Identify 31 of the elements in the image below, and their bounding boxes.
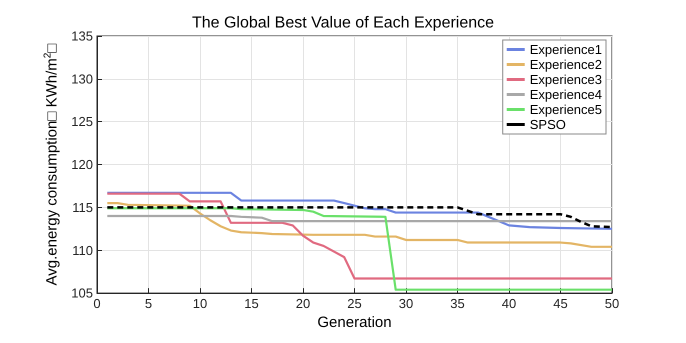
legend-label: Experience4 (530, 87, 602, 102)
legend-label: SPSO (530, 117, 566, 132)
x-tick-label: 10 (192, 296, 208, 312)
line-series (106, 207, 614, 291)
y-tick-label: 130 (71, 71, 93, 86)
x-tick-label: 50 (604, 296, 620, 312)
line-series (106, 192, 614, 230)
y-tick-label: 110 (72, 242, 93, 258)
x-tick-label: 0 (93, 296, 101, 312)
x-tick-label: 15 (244, 296, 259, 312)
legend-label: Experience3 (530, 72, 602, 87)
x-tick-label: 40 (502, 296, 516, 312)
x-axis-title: Generation (317, 314, 392, 331)
y-tick-label: 125 (71, 114, 93, 130)
line-series (106, 192, 614, 280)
y-tick-label: 115 (72, 200, 93, 215)
legend-label: Experience1 (530, 42, 602, 57)
chart-title: The Global Best Value of Each Experience (192, 14, 494, 32)
x-tick-label: 45 (553, 296, 568, 312)
y-axis-title: Avg.energy consumption□ KWh/m2□ (42, 42, 60, 286)
x-tick-label: 30 (398, 296, 414, 312)
x-tick-label: 20 (296, 296, 310, 312)
legend-label: Experience5 (530, 102, 602, 117)
y-tick-label: 135 (71, 28, 93, 44)
y-tick-label: 120 (71, 157, 93, 172)
x-tick-label: 35 (450, 296, 465, 312)
x-tick-label: 5 (144, 296, 152, 312)
x-tick-label: 25 (347, 296, 362, 312)
line-series (106, 202, 614, 248)
legend-label: Experience2 (530, 57, 602, 72)
y-tick-label: 105 (71, 286, 93, 301)
